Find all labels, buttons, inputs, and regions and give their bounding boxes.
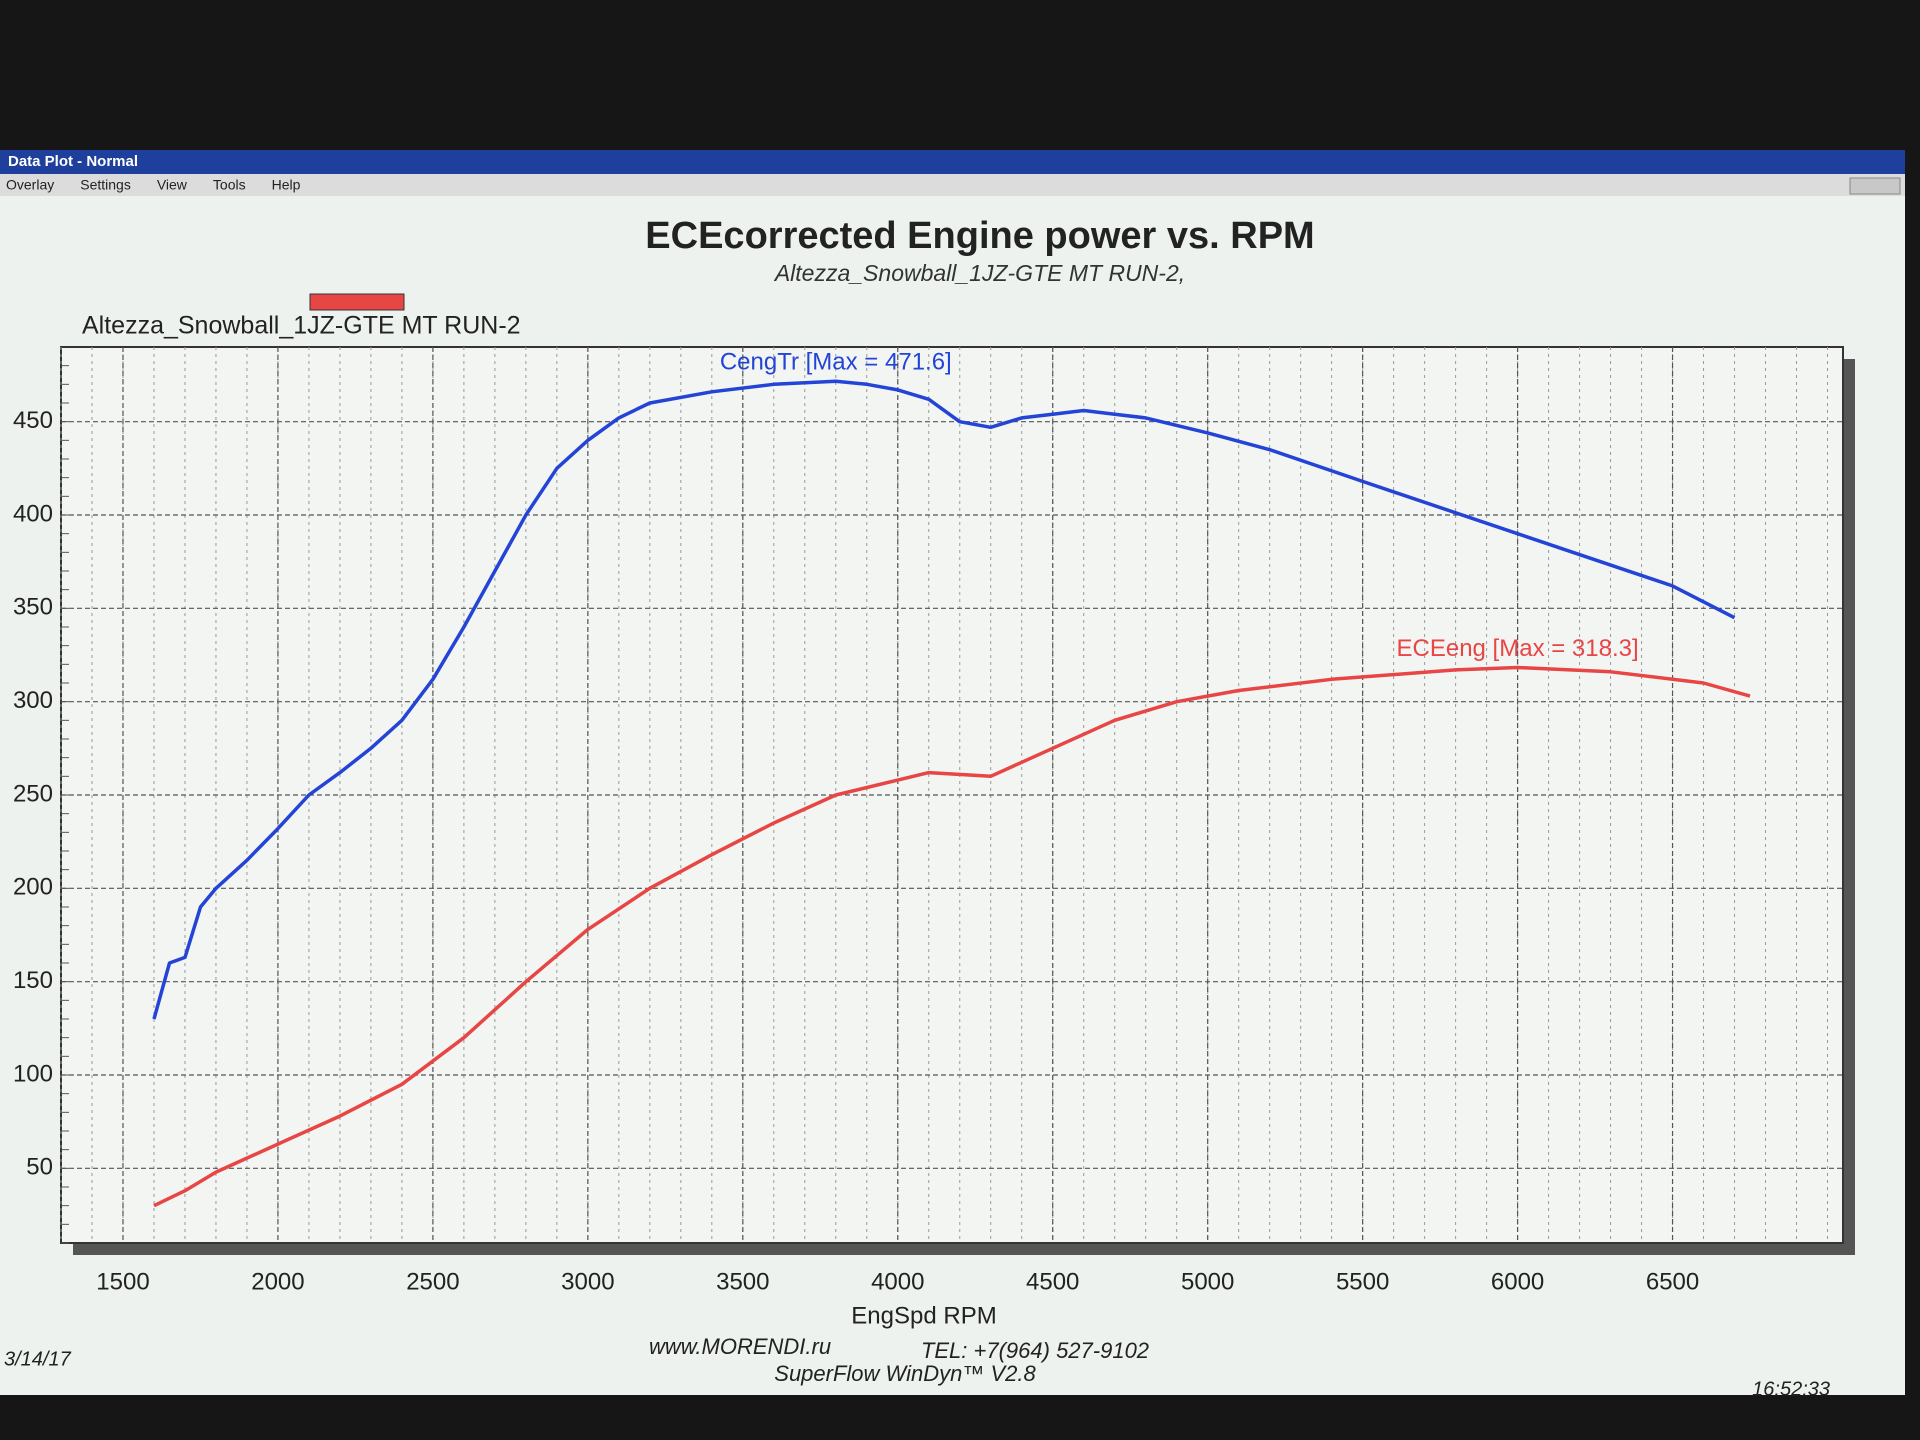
menu-bar <box>0 174 1905 196</box>
window-controls[interactable] <box>1849 177 1901 195</box>
x-tick-label: 6500 <box>1646 1268 1699 1295</box>
x-tick-label: 3500 <box>716 1268 769 1295</box>
footer-date: 3/14/17 <box>4 1348 72 1370</box>
footer-phone: TEL: +7(964) 527-9102 <box>921 1338 1149 1363</box>
menu-item[interactable]: Help <box>272 177 301 193</box>
x-tick-label: 2000 <box>251 1268 304 1295</box>
y-tick-label: 250 <box>13 780 53 807</box>
window-title: Data Plot - Normal <box>8 153 138 170</box>
x-tick-label: 1500 <box>96 1268 149 1295</box>
chart-title: ECEcorrected Engine power vs. RPM <box>645 215 1314 257</box>
menu-item[interactable]: Tools <box>213 177 246 193</box>
legend-swatch <box>309 293 405 311</box>
x-tick-label: 4000 <box>871 1268 924 1295</box>
y-tick-label: 150 <box>13 967 53 994</box>
x-tick-label: 6000 <box>1491 1268 1544 1295</box>
x-tick-label: 5000 <box>1181 1268 1234 1295</box>
legend-label: Altezza_Snowball_1JZ-GTE MT RUN-2 <box>82 312 521 340</box>
y-tick-label: 300 <box>13 687 53 714</box>
title-bar <box>0 150 1905 174</box>
menu-item[interactable]: Settings <box>80 177 131 193</box>
footer-software: SuperFlow WinDyn™ V2.8 <box>774 1361 1036 1386</box>
x-tick-label: 2500 <box>406 1268 459 1295</box>
menu: Overlay Settings View Tools Help <box>6 177 301 193</box>
menu-item[interactable]: View <box>157 177 188 193</box>
series-max-label: ECEeng [Max = 318.3] <box>1397 635 1639 662</box>
y-tick-label: 100 <box>13 1060 53 1087</box>
chart-subtitle: Altezza_Snowball_1JZ-GTE MT RUN-2, <box>773 260 1185 286</box>
y-tick-label: 50 <box>26 1154 53 1181</box>
y-tick-label: 350 <box>13 594 53 621</box>
menu-item[interactable]: Overlay <box>6 177 54 193</box>
series-line <box>153 665 1751 1208</box>
series-line <box>152 379 1736 1020</box>
footer-website: www.MORENDI.ru <box>649 1334 831 1359</box>
y-tick-label: 450 <box>13 407 53 434</box>
footer-time: 16:52:33 <box>1752 1378 1830 1400</box>
x-tick-label: 4500 <box>1026 1268 1079 1295</box>
x-tick-label: 3000 <box>561 1268 614 1295</box>
series-max-label: CengTr [Max = 471.6] <box>720 349 952 376</box>
x-axis-label: EngSpd RPM <box>851 1302 996 1329</box>
x-tick-label: 5500 <box>1336 1268 1389 1295</box>
y-tick-label: 200 <box>13 874 53 901</box>
y-tick-label: 400 <box>13 500 53 527</box>
